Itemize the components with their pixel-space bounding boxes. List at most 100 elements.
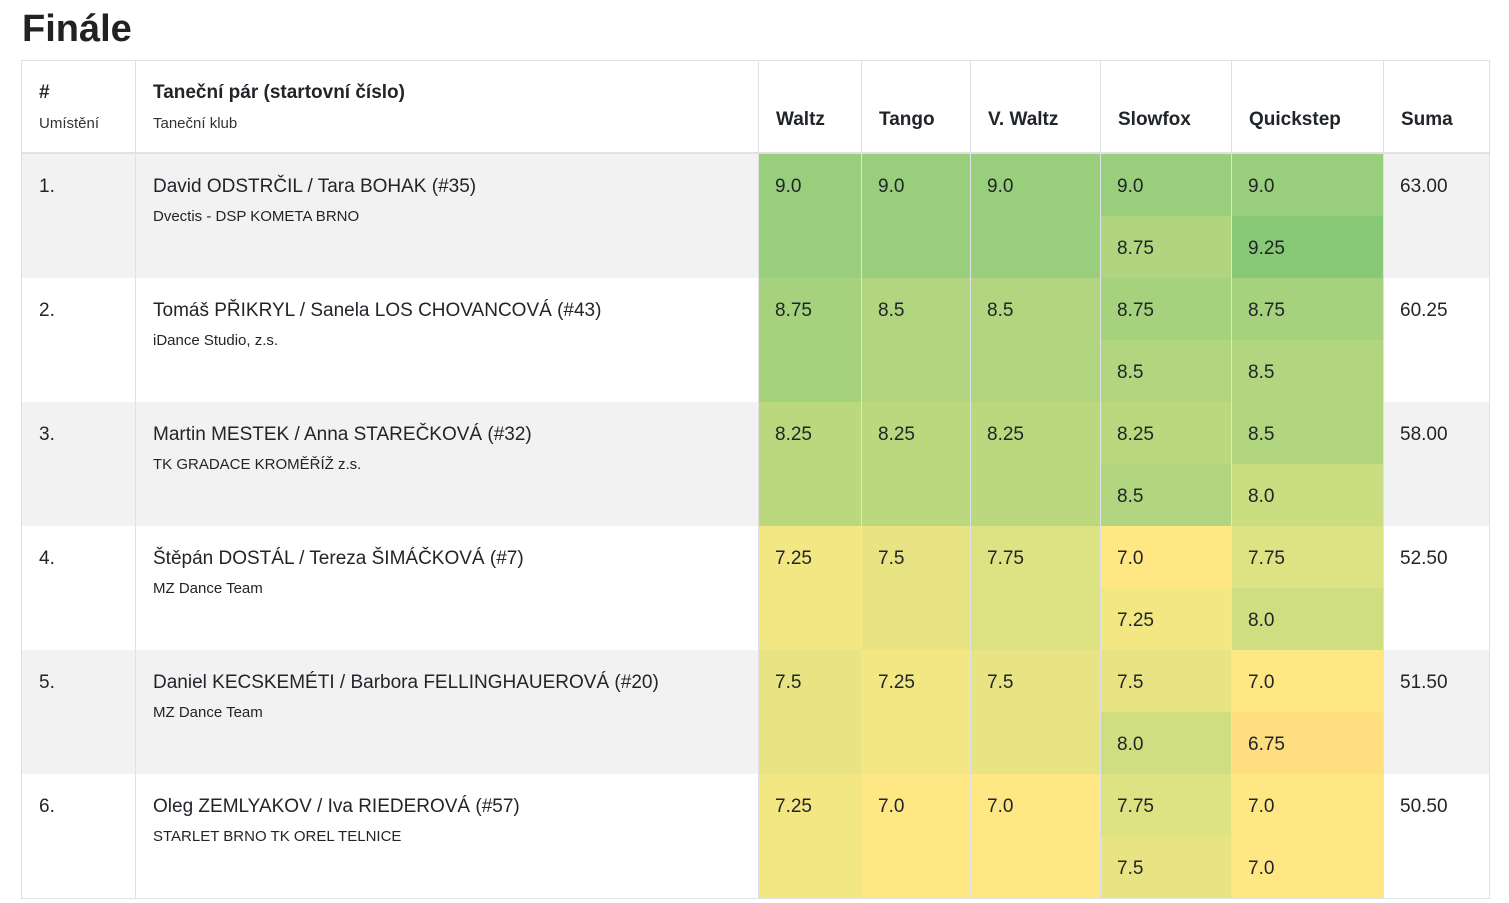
score-value: 9.0 [775,176,802,197]
score-slowfox-second: 8.0 [1101,712,1231,774]
score-value: 8.75 [1117,300,1154,321]
score-value: 8.5 [1248,362,1275,383]
score-value: 8.0 [1117,734,1144,755]
score-value: 6.75 [1248,734,1285,755]
score-value: 8.5 [987,300,1014,321]
header-placement: # Umístění [22,61,136,152]
score-value: 7.5 [878,548,905,569]
score-slowfox-second: 8.75 [1101,216,1231,278]
score-value: 7.75 [987,548,1024,569]
club-name: Dvectis - DSP KOMETA BRNO [153,208,360,225]
score-slowfox: 7.5 8.0 [1101,650,1232,774]
header-quickstep-label: Quickstep [1249,109,1341,130]
couple-name: Tomáš PŘIKRYL / Sanela LOS CHOVANCOVÁ (#… [153,300,602,321]
score-value: 8.25 [987,424,1024,445]
score-slowfox: 7.75 7.5 [1101,774,1232,898]
score-value: 7.0 [987,796,1014,817]
placement: 4. [39,548,55,569]
club-name: MZ Dance Team [153,580,263,597]
score-sum: 52.50 [1400,548,1448,569]
club-name: iDance Studio, z.s. [153,332,279,349]
score-value: 8.5 [1117,362,1144,383]
score-sum: 63.00 [1400,176,1448,197]
score-tango: 7.25 [862,650,971,774]
score-slowfox-first: 7.0 [1101,526,1231,588]
score-sum: 51.50 [1400,672,1448,693]
score-quickstep-first: 9.0 [1232,154,1383,216]
score-value: 8.25 [878,424,915,445]
score-value: 7.75 [1117,796,1154,817]
score-value: 8.0 [1248,610,1275,631]
placement: 3. [39,424,55,445]
header-club-label: Taneční klub [153,115,238,132]
couple-name: Štěpán DOSTÁL / Tereza ŠIMÁČKOVÁ (#7) [153,548,524,569]
table-header: # Umístění Taneční pár (startovní číslo)… [22,61,1489,154]
score-value: 8.0 [1248,486,1275,507]
score-quickstep-second: 8.0 [1232,588,1383,650]
header-slowfox-label: Slowfox [1118,109,1191,130]
score-quickstep: 7.0 6.75 [1232,650,1384,774]
score-slowfox: 8.75 8.5 [1101,278,1232,402]
score-sum: 58.00 [1400,424,1448,445]
score-quickstep-first: 7.0 [1232,774,1383,836]
score-quickstep-second: 7.0 [1232,836,1383,898]
score-quickstep-first: 7.75 [1232,526,1383,588]
club-name: TK GRADACE KROMĚŘÍŽ z.s. [153,456,362,473]
score-slowfox-second: 7.5 [1101,836,1231,898]
score-quickstep-first: 8.75 [1232,278,1383,340]
score-quickstep: 7.0 7.0 [1232,774,1384,898]
score-value: 9.0 [1117,176,1144,197]
score-value: 8.75 [1117,238,1154,259]
score-value: 7.0 [1248,672,1275,693]
score-value: 8.25 [775,424,812,445]
score-tango: 7.0 [862,774,971,898]
couple-name: Oleg ZEMLYAKOV / Iva RIEDEROVÁ (#57) [153,796,520,817]
header-couple: Taneční pár (startovní číslo) Taneční kl… [136,61,759,152]
header-vwaltz-label: V. Waltz [988,109,1059,130]
placement: 5. [39,672,55,693]
score-quickstep-second: 8.0 [1232,464,1383,526]
placement: 6. [39,796,55,817]
score-quickstep-second: 8.5 [1232,340,1383,402]
score-waltz: 8.75 [759,278,862,402]
score-value: 8.75 [775,300,812,321]
table-row: 2. Tomáš PŘIKRYL / Sanela LOS CHOVANCOVÁ… [22,278,1489,402]
results-table: # Umístění Taneční pár (startovní číslo)… [21,60,1490,899]
table-row: 3. Martin MESTEK / Anna STAREČKOVÁ (#32)… [22,402,1489,526]
header-placement-label: Umístění [39,115,100,132]
header-vwaltz: V. Waltz [971,61,1101,152]
score-slowfox: 9.0 8.75 [1101,154,1232,278]
header-quickstep: Quickstep [1232,61,1384,152]
table-row: 5. Daniel KECSKEMÉTI / Barbora FELLINGHA… [22,650,1489,774]
score-value: 7.0 [1117,548,1144,569]
club-name: STARLET BRNO TK OREL TELNICE [153,828,402,845]
couple-name: Martin MESTEK / Anna STAREČKOVÁ (#32) [153,424,532,445]
score-slowfox-first: 7.75 [1101,774,1231,836]
score-vwaltz: 7.75 [971,526,1101,650]
score-slowfox-first: 9.0 [1101,154,1231,216]
score-slowfox-second: 8.5 [1101,340,1231,402]
score-waltz: 7.25 [759,526,862,650]
score-quickstep-first: 7.0 [1232,650,1383,712]
score-quickstep-first: 8.5 [1232,402,1383,464]
score-quickstep: 8.75 8.5 [1232,278,1384,402]
score-tango: 8.5 [862,278,971,402]
score-value: 7.5 [775,672,802,693]
header-waltz-label: Waltz [776,109,825,130]
score-value: 8.25 [1117,424,1154,445]
header-tango-label: Tango [879,109,935,130]
score-slowfox-first: 8.25 [1101,402,1231,464]
score-waltz: 8.25 [759,402,862,526]
header-slowfox: Slowfox [1101,61,1232,152]
score-vwaltz: 9.0 [971,154,1101,278]
score-slowfox-first: 8.75 [1101,278,1231,340]
score-vwaltz: 7.0 [971,774,1101,898]
header-hash: # [39,82,50,103]
score-sum: 60.25 [1400,300,1448,321]
score-value: 8.5 [878,300,905,321]
score-vwaltz: 7.5 [971,650,1101,774]
placement: 1. [39,176,55,197]
score-sum: 50.50 [1400,796,1448,817]
score-value: 9.0 [878,176,905,197]
couple-name: Daniel KECSKEMÉTI / Barbora FELLINGHAUER… [153,672,659,693]
